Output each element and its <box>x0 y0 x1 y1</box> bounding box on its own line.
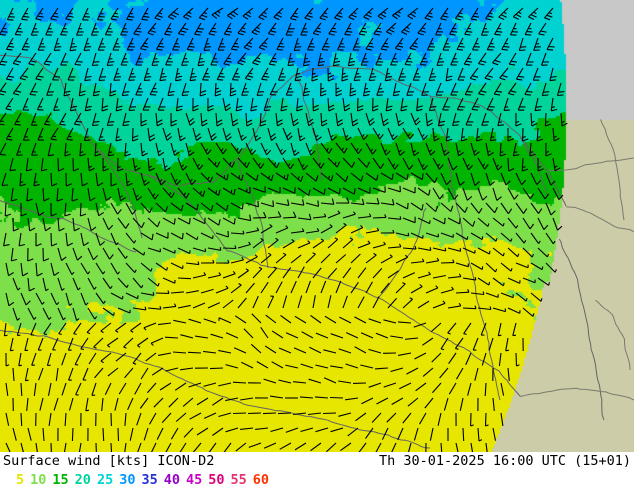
map-footer: Surface wind [kts] ICON-D2 Th 30-01-2025… <box>0 452 634 490</box>
legend-tick-35: 35 <box>141 472 158 488</box>
legend-tick-15: 15 <box>52 472 69 488</box>
legend-tick-55: 55 <box>230 472 247 488</box>
footer-caption-row: Surface wind [kts] ICON-D2 Th 30-01-2025… <box>0 452 634 471</box>
wind-speed-legend: 5 10 15 20 25 30 35 40 45 50 55 60 <box>0 471 634 490</box>
legend-tick-25: 25 <box>96 472 114 488</box>
wind-speed-raster <box>0 0 634 452</box>
legend-tick-40: 40 <box>163 472 180 488</box>
valid-time-label: Th 30-01-2025 16:00 UTC (15+01) <box>379 453 631 469</box>
legend-tick-30: 30 <box>119 472 136 488</box>
legend-tick-50: 50 <box>208 472 225 488</box>
legend-tick-5: 5 <box>16 472 25 488</box>
legend-tick-20: 20 <box>74 472 91 488</box>
map-title: Surface wind [kts] ICON-D2 <box>3 453 215 469</box>
legend-tick-45: 45 <box>186 472 203 488</box>
legend-tick-10: 10 <box>30 472 47 488</box>
surface-wind-map[interactable] <box>0 0 634 452</box>
legend-tick-60: 60 <box>252 472 270 488</box>
